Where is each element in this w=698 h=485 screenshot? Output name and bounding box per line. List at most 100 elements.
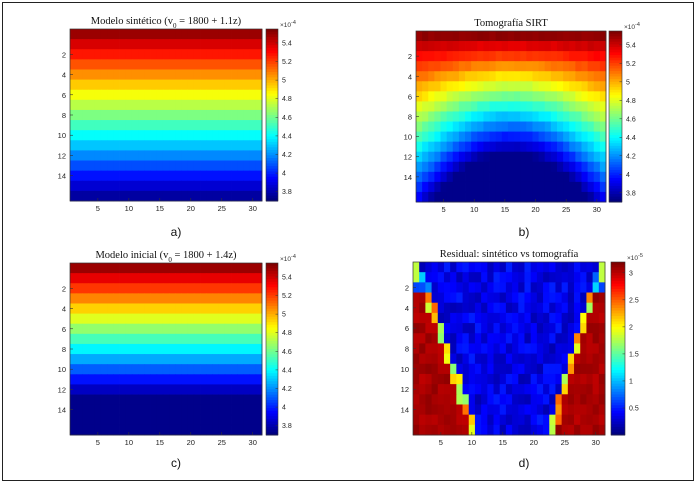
colorbar-step (266, 292, 278, 296)
heatmap-cell (520, 111, 527, 122)
colorbar-step (611, 262, 625, 266)
heatmap-cell (125, 59, 133, 70)
colorbar-step (266, 392, 278, 396)
heatmap-cell (162, 190, 170, 202)
heatmap-cell (249, 303, 257, 314)
heatmap-cell (131, 140, 139, 151)
colorbar-step (266, 314, 278, 318)
colorbar-step (611, 283, 625, 287)
heatmap-cell (422, 41, 429, 52)
heatmap-cell (144, 424, 151, 436)
heatmap-cell (131, 109, 139, 121)
heatmap-cell (580, 302, 587, 314)
heatmap-cell (452, 81, 460, 92)
heatmap-cell (119, 99, 127, 111)
heatmap-cell (131, 99, 139, 111)
heatmap-cell (536, 404, 544, 416)
heatmap-cell (113, 39, 120, 50)
heatmap-cell (593, 121, 601, 132)
heatmap-cell (526, 101, 533, 112)
heatmap-cell (88, 263, 96, 274)
heatmap-cell (131, 69, 139, 80)
heatmap-cell (169, 354, 176, 365)
heatmap-cell (465, 41, 472, 52)
heatmap-cell (468, 302, 476, 314)
heatmap-cell (501, 141, 509, 153)
heatmap-cell (462, 424, 470, 436)
heatmap-cell (437, 404, 445, 416)
heatmap-cell (249, 404, 257, 416)
heatmap-cell (549, 394, 556, 405)
heatmap-cell (82, 374, 89, 385)
heatmap-cell (599, 91, 607, 102)
heatmap-cell (563, 151, 570, 163)
heatmap-cell (107, 130, 114, 141)
heatmap-cell (76, 29, 83, 40)
heatmap-cell (70, 414, 77, 426)
heatmap-cell (237, 130, 244, 141)
heatmap-cell (574, 323, 581, 334)
heatmap-cell (255, 190, 263, 202)
colorbar-step (611, 364, 625, 368)
heatmap-cell (125, 323, 133, 335)
colorbar-step (266, 125, 278, 129)
heatmap-cell (181, 170, 189, 182)
heatmap-cell (224, 160, 232, 172)
colorbar-step (609, 95, 622, 99)
heatmap-cell (138, 99, 145, 111)
heatmap-cell (218, 263, 226, 274)
heatmap-cell (175, 394, 182, 406)
heatmap-cell (150, 273, 158, 284)
heatmap-cell (88, 79, 96, 91)
heatmap-cell (187, 404, 195, 416)
heatmap-cell (586, 333, 594, 344)
heatmap-cell (224, 343, 232, 355)
colorbar-step (609, 100, 622, 104)
colorbar-step (609, 63, 622, 67)
heatmap-cell (555, 424, 563, 436)
heatmap-cell (468, 414, 476, 426)
heatmap-cell (231, 99, 238, 111)
heatmap-cell (536, 302, 544, 314)
heatmap-cell (187, 374, 195, 385)
heatmap-cell (440, 61, 448, 72)
x-tick-label: 15 (156, 204, 164, 213)
heatmap-cell (556, 161, 564, 173)
heatmap-cell (437, 272, 445, 283)
heatmap-cell (100, 343, 108, 355)
heatmap-cell (249, 89, 257, 101)
heatmap-cell (138, 29, 145, 40)
heatmap-cell (175, 140, 182, 151)
heatmap-cell (76, 343, 83, 355)
heatmap-cell (587, 141, 595, 153)
heatmap-cell (94, 180, 102, 192)
heatmap-cell (499, 394, 507, 405)
heatmap-cell (249, 99, 257, 111)
colorbar-step (266, 34, 278, 38)
heatmap-cell (598, 363, 606, 375)
heatmap-cell (144, 364, 151, 375)
heatmap-cell (446, 81, 454, 92)
heatmap-cell (428, 161, 435, 173)
heatmap-cell (144, 374, 151, 385)
heatmap-cell (549, 414, 556, 426)
x-tick-label: 15 (501, 205, 509, 214)
heatmap-cell (483, 31, 490, 42)
heatmap-cell (200, 404, 207, 416)
y-tick-label: 12 (58, 385, 66, 394)
heatmap-cell (249, 130, 257, 141)
heatmap-cell (237, 79, 244, 91)
heatmap-cell (156, 323, 164, 335)
heatmap-cell (587, 131, 595, 143)
heatmap-cell (549, 323, 556, 334)
heatmap-cell (499, 414, 507, 426)
heatmap-cell (452, 181, 460, 193)
heatmap-cell (499, 302, 507, 314)
heatmap-cell (575, 41, 582, 52)
heatmap-cell (70, 374, 77, 385)
heatmap-cell (243, 424, 251, 436)
heatmap-cell (499, 404, 507, 416)
heatmap-cell (481, 343, 488, 354)
heatmap-cell (520, 71, 527, 82)
